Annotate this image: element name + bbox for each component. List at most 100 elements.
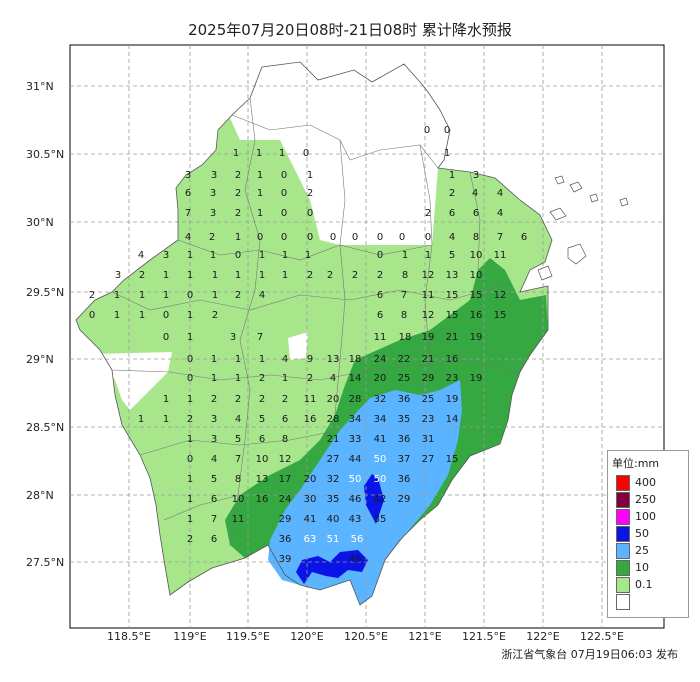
rain-value: 0 [187,454,193,465]
legend-swatch [616,475,630,491]
rain-value: 1 [235,373,241,384]
rain-value: 7 [401,290,407,301]
lat-label: 29.5°N [26,286,65,299]
rain-value: 50 [374,474,387,485]
rain-value: 11 [494,250,507,261]
rain-value: 1 [259,250,265,261]
rain-value: 1 [139,310,145,321]
rain-value: 4 [185,232,191,243]
lat-label: 27.5°N [26,556,65,569]
rain-value: 0 [425,232,431,243]
rain-value: 4 [449,232,455,243]
rain-value: 4 [259,290,265,301]
rain-value: 3 [230,332,236,343]
rain-value: 0 [163,310,169,321]
rain-value: 10 [256,454,269,465]
rain-value: 12 [422,270,435,281]
lon-label: 119.5°E [226,630,270,643]
rain-value: 0 [307,232,313,243]
rain-value: 1 [163,414,169,425]
rain-value: 11 [232,514,245,525]
lon-label: 120.5°E [344,630,388,643]
rain-value: 29 [398,494,411,505]
rain-value: 11 [304,394,317,405]
rain-value: 15 [446,310,459,321]
rain-value: 0 [187,373,193,384]
issuer-footer: 浙江省气象台 07月19日06:03 发布 [501,648,678,661]
rain-value: 1 [210,250,216,261]
rain-value: 2 [209,232,215,243]
rain-value: 29 [279,514,292,525]
rain-value: 1 [279,148,285,159]
rain-value: 6 [521,232,527,243]
rain-value: 0 [352,232,358,243]
rain-value-layer: 0 01 1 1 0 13 3 2 1 0 1 1 36 3 2 1 0 2 2 4 47 3 2 1 0 0 2 6 6 44 2 1 0 0 0… [89,125,527,565]
rain-value: 16 [304,414,317,425]
rain-value: 6 [449,208,455,219]
rain-value: 1 [212,270,218,281]
rain-value: 0 [89,310,95,321]
rain-value: 3 [211,170,217,181]
rain-value: 2 [235,170,241,181]
rain-value: 1 [282,270,288,281]
legend-swatch [616,492,630,508]
rain-value: 34 [374,414,387,425]
rain-value: 24 [374,354,387,365]
rain-value: 6 [185,188,191,199]
rain-value: 19 [446,394,459,405]
rain-value: 41 [304,514,317,525]
rain-value: 3 [211,414,217,425]
rain-value: 28 [327,414,340,425]
rain-value: 2 [259,373,265,384]
chart-title: 2025年07月20日08时-21日08时 累计降水预报 [188,21,512,39]
rain-value: 2 [235,394,241,405]
rain-value: 2 [235,188,241,199]
rain-value: 0 [399,232,405,243]
rain-value: 2 [259,394,265,405]
rain-value: 1 [187,332,193,343]
rain-value: 63 [304,534,317,545]
rain-value: 23 [422,414,435,425]
graticule [70,45,664,628]
rain-value: 0 [444,125,450,136]
rain-value: 27 [422,454,435,465]
rain-value: 16 [470,310,483,321]
rain-value: 11 [374,332,387,343]
rain-value: 0 [281,188,287,199]
rain-value: 1 [212,290,218,301]
rain-value: 34 [349,414,362,425]
rain-value: 2 [377,270,383,281]
rain-value: 1 [187,434,193,445]
rain-value: 3 [210,208,216,219]
rain-value: 21 [446,332,459,343]
rain-value: 8 [401,310,407,321]
rain-value: 18 [399,332,412,343]
rain-value: 2 [307,188,313,199]
rain-value: 35 [398,414,411,425]
rain-value: 46 [349,554,362,565]
rain-value: 7 [257,332,263,343]
lon-label: 122°E [526,630,560,643]
rain-value: 4 [497,208,503,219]
rain-value: 1 [307,170,313,181]
lat-label: 29°N [26,353,54,366]
rain-value: 25 [398,373,411,384]
rain-value: 1 [163,394,169,405]
rain-value: 0 [257,232,263,243]
rain-value: 3 [211,434,217,445]
rain-value: 5 [259,414,265,425]
rain-value: 4 [497,188,503,199]
rain-value: 40 [327,514,340,525]
rain-value: 0 [163,332,169,343]
islands [537,175,629,281]
rain-value: 5 [449,250,455,261]
rain-value: 15 [446,454,459,465]
rain-value: 35 [327,494,340,505]
rain-value: 1 [257,188,263,199]
rain-value: 1 [187,270,193,281]
rain-value: 7 [211,514,217,525]
rain-value: 10 [232,494,245,505]
rain-value: 2 [352,270,358,281]
rain-value: 36 [398,474,411,485]
rain-value: 1 [425,250,431,261]
